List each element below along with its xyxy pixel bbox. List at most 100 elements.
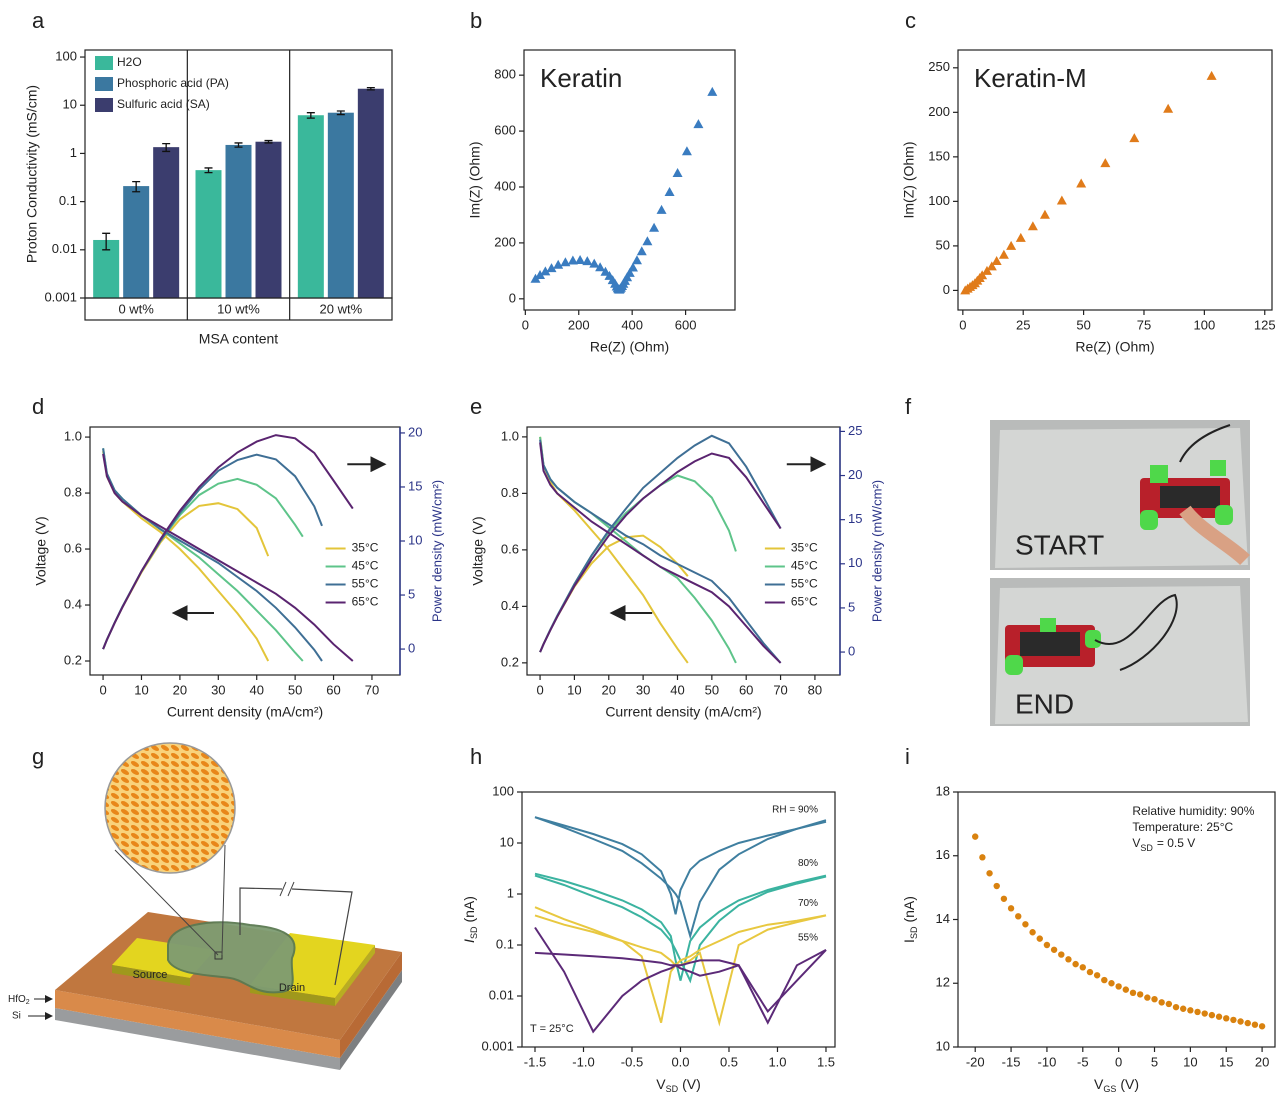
point	[1158, 999, 1164, 1005]
y-axis-label: ISD(nA)	[461, 896, 480, 943]
x-axis-label-part: GS	[1103, 1084, 1116, 1094]
x-axis-label: VGS(V)	[1094, 1076, 1139, 1095]
point	[632, 255, 642, 264]
point	[707, 87, 717, 96]
x-axis-label: Re(Z) (Ohm)	[590, 339, 669, 355]
point	[673, 168, 683, 177]
legend-swatch	[95, 77, 113, 91]
line	[103, 448, 322, 661]
series-label: 80%	[798, 858, 818, 869]
legend-label: 65°C	[352, 595, 379, 609]
annotation: Keratin	[540, 63, 622, 93]
x-tick-label: 1.5	[817, 1054, 835, 1069]
panel-label: a	[32, 8, 45, 33]
y-tick-label: 0.2	[64, 652, 82, 667]
photo-caption: END	[1015, 688, 1074, 719]
point	[1259, 1023, 1265, 1029]
y-axis-label-part: SD	[909, 926, 919, 939]
annotation-part: = 0.5 V	[1157, 836, 1195, 850]
y2-tick-label: 15	[848, 511, 862, 526]
point	[1187, 1007, 1193, 1013]
bar	[256, 142, 282, 298]
x-tick-label: 0.0	[671, 1054, 689, 1069]
line	[535, 817, 826, 936]
x-axis-label: Current density (mA/cm²)	[605, 704, 761, 720]
annotation: T = 25°C	[530, 1023, 574, 1035]
y-tick-label: 10	[936, 1038, 950, 1053]
x-tick-label: 125	[1254, 317, 1276, 332]
legend-label: 45°C	[352, 559, 379, 573]
point	[1245, 1020, 1251, 1026]
x-tick-label: -5	[1077, 1054, 1089, 1069]
x-tick-label: 1.0	[768, 1054, 786, 1069]
point	[1100, 158, 1110, 167]
y-axis-label: Im(Z) (Ohm)	[901, 142, 917, 219]
y2-tick-label: 5	[848, 599, 855, 614]
line	[540, 437, 736, 663]
panel-label: b	[470, 8, 482, 33]
x-tick-label: 75	[1137, 317, 1151, 332]
x-tick-label: -1.5	[524, 1054, 546, 1069]
y-tick-label: 1.0	[64, 429, 82, 444]
x-tick-label: -15	[1002, 1054, 1021, 1069]
point	[1173, 1004, 1179, 1010]
point	[1115, 983, 1121, 989]
point	[682, 146, 692, 155]
point	[1044, 942, 1050, 948]
y-tick-label: 10	[63, 97, 77, 112]
legend-label: 55°C	[791, 577, 818, 591]
y-tick-label: 0.8	[64, 484, 82, 499]
point	[986, 870, 992, 876]
x-tick-label: 20	[1255, 1054, 1269, 1069]
point	[575, 255, 585, 264]
x-tick-label: 200	[568, 317, 590, 332]
point	[979, 854, 985, 860]
photo-panel: f START END	[905, 394, 1250, 726]
y-tick-label: 12	[936, 975, 950, 990]
point	[693, 119, 703, 128]
y-tick-label: 200	[928, 104, 950, 119]
x-axis-label: Re(Z) (Ohm)	[1075, 339, 1154, 355]
y-axis-label-part: (nA)	[461, 896, 477, 922]
point	[1057, 195, 1067, 204]
bar	[298, 115, 324, 298]
x-tick-label: 400	[621, 317, 643, 332]
x-tick-label: 0.5	[720, 1054, 738, 1069]
y-tick-label: 0.001	[481, 1038, 514, 1053]
hfo2-label: HfO2	[8, 994, 30, 1007]
x-axis-label-part: SD	[666, 1084, 679, 1094]
point	[642, 236, 652, 245]
line	[103, 454, 353, 661]
x-tick-label: 50	[288, 682, 302, 697]
point	[1207, 71, 1217, 80]
legend-label: Sulfuric acid (SA)	[117, 97, 210, 111]
y-tick-label: 14	[936, 911, 950, 926]
legend-label: 45°C	[791, 559, 818, 573]
y-tick-label: 0.4	[501, 598, 519, 613]
x-tick-label: -1.0	[572, 1054, 594, 1069]
y-tick-label: 50	[936, 237, 950, 252]
x-axis-label: MSA content	[199, 331, 278, 347]
legend-label: 35°C	[791, 541, 818, 555]
x-tick-label: 30	[636, 682, 650, 697]
y-tick-label: 100	[928, 193, 950, 208]
power-line	[103, 435, 353, 649]
point	[1076, 179, 1086, 188]
x-tick-label: 10	[1183, 1054, 1197, 1069]
category-label: 10 wt%	[217, 301, 260, 316]
power-line	[540, 476, 736, 653]
legend-swatch	[95, 98, 113, 112]
x-tick-label: 30	[211, 682, 225, 697]
series-label: RH = 90%	[772, 804, 818, 815]
y-tick-label: 0.01	[52, 241, 77, 256]
bar	[196, 170, 222, 298]
point	[1180, 1006, 1186, 1012]
y-tick-label: 400	[494, 178, 516, 193]
y-axis-label: Voltage (V)	[470, 516, 486, 585]
bar	[123, 186, 149, 298]
photo-caption: START	[1015, 529, 1104, 560]
x-tick-label: 15	[1219, 1054, 1233, 1069]
point	[1151, 996, 1157, 1002]
x-tick-label: 70	[365, 682, 379, 697]
point	[1037, 935, 1043, 941]
